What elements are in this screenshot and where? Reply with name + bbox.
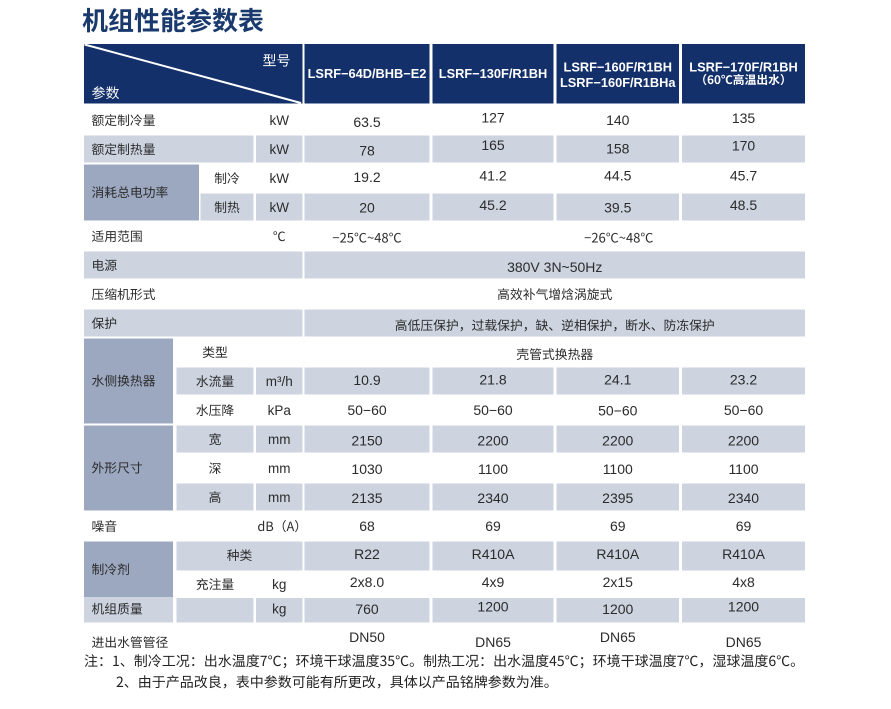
svg-text:69: 69 <box>485 518 501 534</box>
svg-text:R410A: R410A <box>722 546 765 562</box>
svg-text:4x9: 4x9 <box>482 574 505 590</box>
svg-text:mm: mm <box>268 432 291 447</box>
svg-text:50−60: 50−60 <box>473 402 513 418</box>
svg-text:1100: 1100 <box>478 461 508 477</box>
svg-text:2x8.0: 2x8.0 <box>350 574 384 590</box>
svg-text:DN65: DN65 <box>726 634 762 650</box>
svg-text:2200: 2200 <box>728 432 759 448</box>
svg-text:78: 78 <box>359 143 375 159</box>
svg-text:158: 158 <box>606 141 630 157</box>
svg-text:LSRF−170F/R1BH: LSRF−170F/R1BH <box>689 60 797 75</box>
svg-text:20: 20 <box>359 199 375 215</box>
svg-text:41.2: 41.2 <box>479 168 506 184</box>
svg-text:mm: mm <box>268 461 291 476</box>
svg-text:45.2: 45.2 <box>479 197 506 213</box>
svg-text:10.9: 10.9 <box>353 372 380 388</box>
svg-text:LSRF−160F/R1BHa: LSRF−160F/R1BHa <box>560 75 676 90</box>
svg-text:1200: 1200 <box>602 601 633 617</box>
svg-text:21.8: 21.8 <box>479 371 506 387</box>
svg-text:1030: 1030 <box>351 461 382 477</box>
svg-text:760: 760 <box>355 601 379 617</box>
svg-text:2150: 2150 <box>351 432 382 448</box>
svg-text:1100: 1100 <box>728 461 758 477</box>
svg-text:DN65: DN65 <box>600 629 636 645</box>
svg-text:1100: 1100 <box>603 461 633 477</box>
svg-text:m³/h: m³/h <box>266 374 293 389</box>
svg-text:135: 135 <box>732 110 756 126</box>
svg-text:165: 165 <box>481 137 505 153</box>
svg-text:kW: kW <box>270 171 290 186</box>
svg-text:127: 127 <box>481 110 505 126</box>
svg-text:kW: kW <box>270 113 290 128</box>
svg-text:170: 170 <box>732 138 756 154</box>
svg-text:2200: 2200 <box>477 432 508 448</box>
svg-text:R410A: R410A <box>596 546 639 562</box>
svg-text:2135: 2135 <box>351 490 382 506</box>
svg-text:50−60: 50−60 <box>347 402 387 418</box>
svg-text:kPa: kPa <box>268 403 292 418</box>
svg-text:LSRF−64D/BHB−E2: LSRF−64D/BHB−E2 <box>308 66 427 81</box>
svg-text:1200: 1200 <box>728 599 759 615</box>
svg-text:380V 3N~50Hz: 380V 3N~50Hz <box>507 259 602 275</box>
svg-text:kg: kg <box>272 602 286 617</box>
svg-text:DN65: DN65 <box>475 634 511 650</box>
svg-text:48.5: 48.5 <box>730 197 757 213</box>
svg-text:68: 68 <box>359 518 375 534</box>
svg-text:44.5: 44.5 <box>604 168 631 184</box>
svg-text:DN50: DN50 <box>349 629 385 645</box>
svg-text:LSRF−130F/R1BH: LSRF−130F/R1BH <box>439 66 547 81</box>
svg-text:50−60: 50−60 <box>724 402 764 418</box>
svg-text:1200: 1200 <box>477 599 508 615</box>
svg-text:2200: 2200 <box>602 432 633 448</box>
svg-text:kg: kg <box>272 577 286 592</box>
svg-text:19.2: 19.2 <box>353 169 380 185</box>
svg-text:kW: kW <box>270 200 290 215</box>
svg-text:24.1: 24.1 <box>604 371 631 387</box>
svg-text:23.2: 23.2 <box>730 371 757 387</box>
svg-text:kW: kW <box>270 142 290 157</box>
svg-text:45.7: 45.7 <box>730 168 757 184</box>
svg-text:2340: 2340 <box>728 490 759 506</box>
svg-text:4x8: 4x8 <box>732 574 755 590</box>
svg-text:63.5: 63.5 <box>353 114 380 130</box>
svg-text:69: 69 <box>736 518 752 534</box>
svg-text:39.5: 39.5 <box>604 199 631 215</box>
svg-text:69: 69 <box>610 518 626 534</box>
svg-text:mm: mm <box>268 490 291 505</box>
svg-text:R410A: R410A <box>472 546 515 562</box>
svg-text:140: 140 <box>606 112 630 128</box>
svg-text:LSRF−160F/R1BH: LSRF−160F/R1BH <box>564 60 672 75</box>
svg-text:50−60: 50−60 <box>598 403 638 419</box>
svg-text:2x15: 2x15 <box>603 574 634 590</box>
svg-text:R22: R22 <box>354 546 380 562</box>
svg-text:2395: 2395 <box>602 490 633 506</box>
svg-text:2340: 2340 <box>477 490 508 506</box>
